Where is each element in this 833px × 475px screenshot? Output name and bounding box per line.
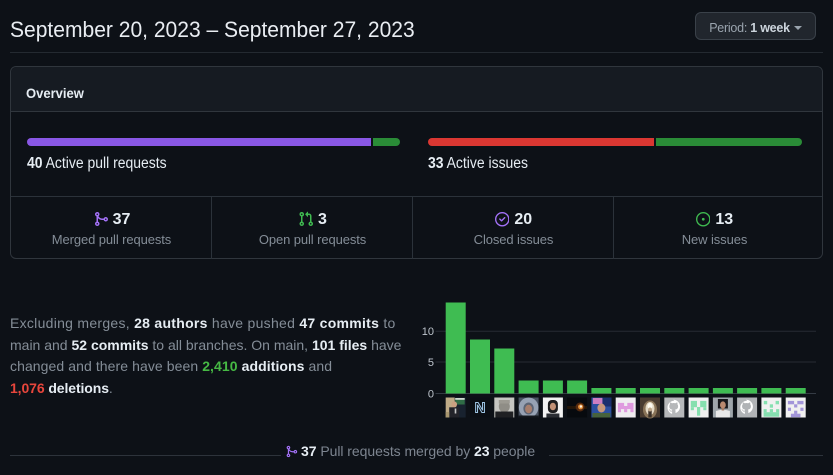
svg-text:N: N	[475, 400, 486, 417]
svg-text:10: 10	[422, 326, 434, 338]
svg-text:5: 5	[428, 357, 434, 369]
svg-text:0: 0	[428, 389, 434, 401]
